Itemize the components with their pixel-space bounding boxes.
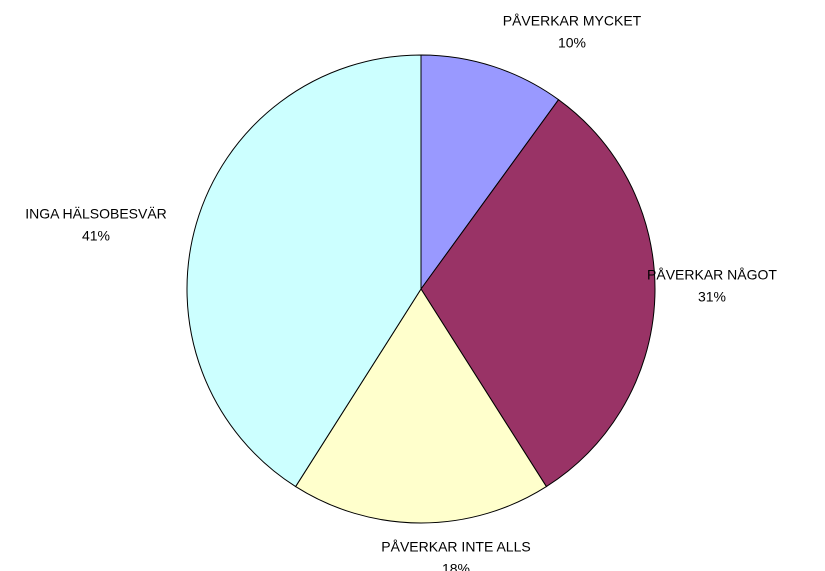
slice-value-label: 10% (558, 35, 586, 51)
slice-value-label: 31% (698, 289, 726, 305)
pie-slice (420, 54, 560, 291)
slice-value-label: 18% (442, 561, 470, 571)
slice-label: PÅVERKAR NÅGOT (647, 267, 777, 283)
pie-slice (420, 98, 656, 488)
pie-slice (294, 288, 548, 524)
pie-slice (186, 54, 422, 488)
slice-label: PÅVERKAR INTE ALLS (381, 539, 530, 555)
slice-value-label: 41% (82, 228, 110, 244)
slice-label: PÅVERKAR MYCKET (503, 13, 642, 29)
slice-label: INGA HÄLSOBESVÄR (25, 206, 167, 222)
